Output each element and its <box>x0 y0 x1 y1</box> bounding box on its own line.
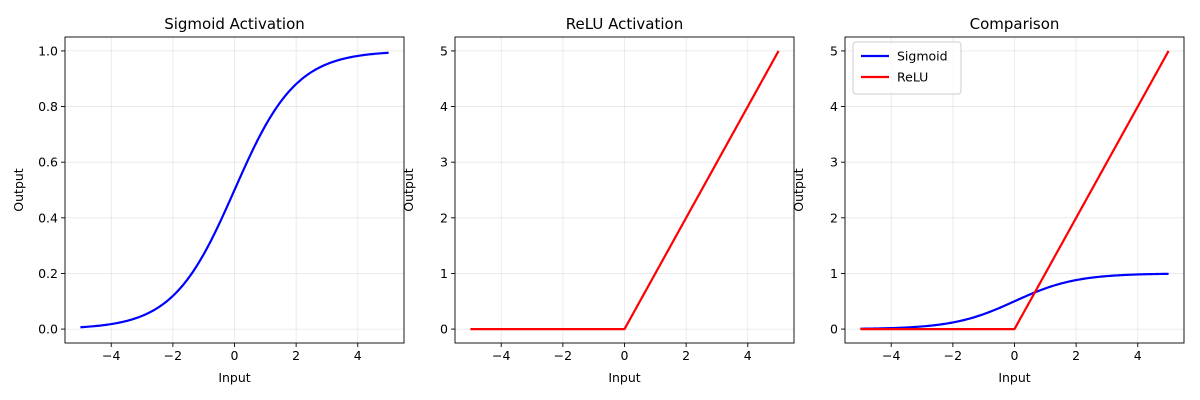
chart-title: Comparison <box>970 15 1060 33</box>
x-tick-label: −4 <box>882 348 900 363</box>
legend: Sigmoid ReLU <box>852 41 962 95</box>
x-tick-label: 4 <box>354 348 362 363</box>
x-tick-label: 0 <box>621 348 629 363</box>
chart-panel-0: −4 −2 0 2 4 0.0 0.2 0.4 0.6 0.8 1.0 Sigmoid Activat… <box>11 15 405 385</box>
x-tick-label: −2 <box>164 348 182 363</box>
y-tick-label: 2 <box>440 210 448 225</box>
y-axis-label: Output <box>791 168 806 212</box>
y-tick-label: 1 <box>440 266 448 281</box>
y-tick-label: 0.2 <box>38 266 58 281</box>
y-tick-label: 1.0 <box>38 43 58 58</box>
chart-title: ReLU Activation <box>566 15 683 33</box>
y-tick-label: 0.0 <box>38 322 58 337</box>
chart-panel-1: −4 −2 0 2 4 0 1 2 3 4 5 ReLU Activation Input Output <box>401 15 795 385</box>
y-tick-label: 0.8 <box>38 99 58 114</box>
series-line-sigmoid <box>80 51 389 329</box>
y-tick-label: 1 <box>830 266 838 281</box>
x-axis-label: Input <box>608 370 640 385</box>
x-tick-label: 4 <box>744 348 752 363</box>
legend-label-sigmoid: Sigmoid <box>897 49 948 64</box>
y-axis-label: Output <box>401 168 416 212</box>
x-tick-label: 2 <box>292 348 300 363</box>
x-tick-label: 2 <box>1072 348 1080 363</box>
x-tick-label: −4 <box>102 348 120 363</box>
y-tick-label: 5 <box>440 43 448 58</box>
x-axis-label: Input <box>998 370 1030 385</box>
series-line-relu <box>860 50 1170 331</box>
y-tick-label: 3 <box>440 155 448 170</box>
y-axis-label: Output <box>11 168 26 212</box>
x-tick-label: −4 <box>492 348 510 363</box>
series-line-sigmoid <box>860 272 1169 330</box>
series-line-relu <box>470 50 780 331</box>
x-tick-label: −2 <box>554 348 572 363</box>
y-tick-label: 4 <box>830 99 838 114</box>
y-tick-label: 2 <box>830 210 838 225</box>
x-tick-label: 0 <box>1011 348 1019 363</box>
y-tick-label: 0.6 <box>38 155 58 170</box>
x-tick-label: −2 <box>944 348 962 363</box>
chart-panel-2: −4 −2 0 2 4 0 1 2 3 4 5 Comparison Input Output Sigmoi… <box>791 15 1185 385</box>
y-tick-label: 5 <box>830 43 838 58</box>
legend-label-relu: ReLU <box>897 70 928 85</box>
y-tick-label: 0 <box>440 322 448 337</box>
x-axis-label: Input <box>218 370 250 385</box>
y-tick-label: 0.4 <box>38 210 58 225</box>
y-tick-label: 3 <box>830 155 838 170</box>
x-tick-label: 4 <box>1134 348 1142 363</box>
chart-title: Sigmoid Activation <box>164 15 305 33</box>
y-tick-label: 4 <box>440 99 448 114</box>
x-tick-label: 2 <box>682 348 690 363</box>
x-tick-label: 0 <box>231 348 239 363</box>
y-tick-label: 0 <box>830 322 838 337</box>
